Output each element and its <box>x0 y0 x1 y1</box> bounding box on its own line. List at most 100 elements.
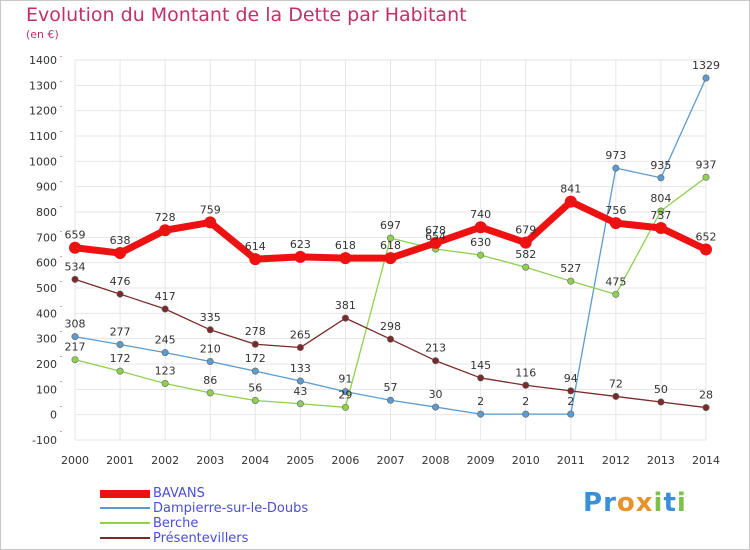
data-label: 210 <box>200 342 221 355</box>
legend-label-berche: Berche <box>153 516 199 531</box>
data-point <box>116 290 124 298</box>
x-tick-label: 2009 <box>467 454 495 467</box>
data-label: 133 <box>290 362 311 375</box>
x-tick-label: 2001 <box>106 454 134 467</box>
data-label: 50 <box>654 383 668 396</box>
legend-swatch-dampierre <box>100 507 150 509</box>
data-point <box>477 374 485 382</box>
data-point <box>159 224 172 237</box>
y-tick-label: 1100 <box>29 130 57 143</box>
data-label: 659 <box>65 229 86 242</box>
data-point <box>657 174 665 182</box>
y-tick-label: 300 <box>36 333 57 346</box>
data-point <box>341 403 349 411</box>
logo-letter: t <box>663 488 677 518</box>
legend-swatch-presentevillers <box>100 537 150 539</box>
data-point <box>114 247 127 260</box>
x-tick-label: 2011 <box>557 454 585 467</box>
data-point <box>384 252 397 265</box>
data-point <box>386 234 394 242</box>
y-tick-label: 100 <box>36 383 57 396</box>
data-label: 759 <box>200 203 221 216</box>
data-point <box>567 277 575 285</box>
data-point <box>477 410 485 418</box>
data-point <box>294 250 307 263</box>
y-tick-label: -100 <box>32 434 57 447</box>
data-label: 213 <box>425 342 446 355</box>
data-label: 804 <box>650 192 671 205</box>
data-point <box>702 404 710 412</box>
data-label: 697 <box>380 219 401 232</box>
data-point <box>657 207 665 215</box>
data-label: 582 <box>515 248 536 261</box>
x-tick-label: 2002 <box>151 454 179 467</box>
x-tick-label: 2012 <box>602 454 630 467</box>
data-point <box>522 410 530 418</box>
logo-letter: r <box>603 488 617 518</box>
y-tick-label: 1200 <box>29 105 57 118</box>
data-label: 737 <box>650 209 671 222</box>
data-point <box>296 344 304 352</box>
data-label: 123 <box>155 365 176 378</box>
data-point <box>700 243 712 256</box>
data-label: 30 <box>429 388 443 401</box>
data-label: 935 <box>650 159 671 172</box>
data-point <box>69 241 81 254</box>
data-point <box>206 326 214 334</box>
data-point <box>429 236 442 249</box>
data-point <box>71 356 79 364</box>
logo-letter: i <box>676 488 687 518</box>
data-point <box>612 290 620 298</box>
data-label: 652 <box>696 230 717 243</box>
data-point <box>71 275 79 283</box>
data-label: 679 <box>515 224 536 237</box>
data-label: 618 <box>335 239 356 252</box>
data-label: 298 <box>380 320 401 333</box>
data-point <box>251 340 259 348</box>
data-point <box>654 221 667 234</box>
legend-label-bavans: BAVANS <box>153 486 205 501</box>
data-label: 417 <box>155 290 176 303</box>
data-point <box>206 357 214 365</box>
data-point <box>612 164 620 172</box>
data-label: 172 <box>110 352 131 365</box>
y-tick-label: 0 <box>50 409 57 422</box>
y-tick-label: 800 <box>36 206 57 219</box>
y-tick-label: 500 <box>36 282 57 295</box>
chart-title: Evolution du Montant de la Dette par Hab… <box>26 4 467 26</box>
logo-letter: i <box>653 488 664 518</box>
data-label: 638 <box>110 234 131 247</box>
data-point <box>702 173 710 181</box>
chart-subtitle: (en €) <box>26 28 59 41</box>
data-point <box>204 216 217 229</box>
data-label: 2 <box>522 395 529 408</box>
data-label: 381 <box>335 299 356 312</box>
data-point <box>161 349 169 357</box>
data-point <box>432 357 440 365</box>
legend-label-presentevillers: Présentevillers <box>153 531 249 546</box>
data-point <box>609 217 622 230</box>
x-tick-label: 2007 <box>377 454 405 467</box>
data-label: 91 <box>338 373 352 386</box>
data-label: 277 <box>110 325 131 338</box>
data-label: 614 <box>245 240 266 253</box>
data-point <box>161 380 169 388</box>
data-point <box>71 333 79 341</box>
data-label: 841 <box>560 183 581 196</box>
data-point <box>339 252 352 265</box>
data-point <box>612 392 620 400</box>
data-label: 728 <box>155 211 176 224</box>
logo-letter: o <box>616 488 636 518</box>
data-point <box>116 367 124 375</box>
legend-label-dampierre: Dampierre-sur-le-Doubs <box>153 501 309 516</box>
data-label: 72 <box>609 377 623 390</box>
x-tick-label: 2004 <box>241 454 269 467</box>
data-point <box>702 74 710 82</box>
data-point <box>477 251 485 259</box>
data-label: 2 <box>567 395 574 408</box>
data-point <box>341 388 349 396</box>
data-point <box>249 253 262 266</box>
data-label: 630 <box>470 236 491 249</box>
